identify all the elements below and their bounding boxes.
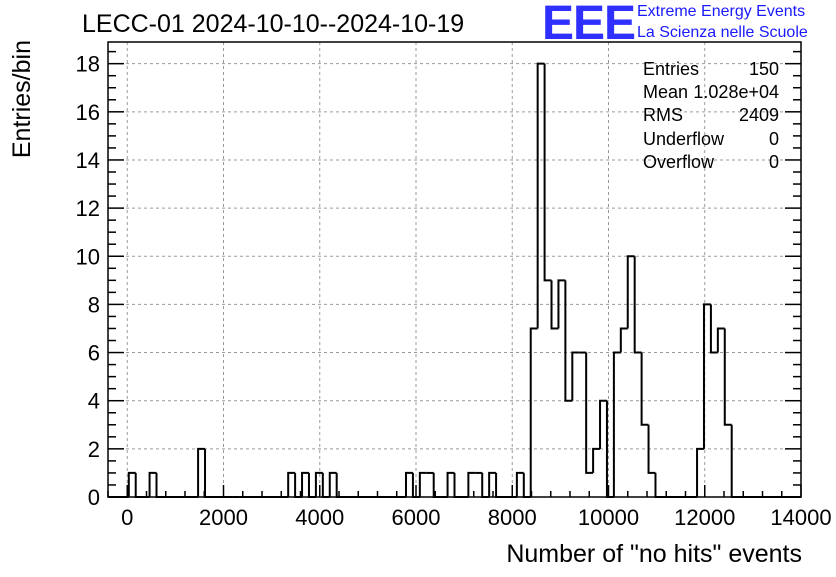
- x-axis-ticks: 0 2000 4000 6000 8000 10000 12000 14000: [107, 485, 832, 530]
- histogram-bin: [730, 424, 739, 498]
- histogram-bin: [453, 472, 462, 498]
- histogram-bin: [515, 471, 524, 497]
- x-tick-label: 2000: [199, 505, 248, 530]
- histogram-bin: [529, 327, 538, 497]
- histogram-bin: [404, 471, 413, 497]
- logo-text-line1: Extreme Energy Events: [637, 3, 806, 20]
- stat-value-rms: 2409: [738, 105, 779, 125]
- histogram-bin: [328, 471, 337, 497]
- x-tick-label: 8000: [488, 505, 537, 530]
- histogram-bin: [702, 303, 711, 449]
- histogram-bin: [446, 471, 455, 497]
- y-axis-ticks: 0 2 4 6 8 10 12 14 16 18: [76, 50, 801, 510]
- histogram-bin: [557, 279, 566, 329]
- histogram-bin: [696, 447, 704, 497]
- histogram-bin: [467, 471, 476, 497]
- histogram-bin: [599, 399, 607, 449]
- histogram-bin: [134, 472, 143, 498]
- y-tick-label: 8: [88, 292, 100, 317]
- histogram-bin: [522, 472, 531, 498]
- histogram-bin: [550, 280, 559, 330]
- histogram-bin: [654, 472, 663, 498]
- y-tick-label: 18: [76, 52, 100, 77]
- y-axis-label: Entries/bin: [8, 40, 36, 158]
- histogram-bins: [108, 62, 801, 498]
- x-tick-label: 6000: [392, 505, 441, 530]
- histogram-bin: [585, 352, 594, 474]
- histogram-bin: [619, 327, 628, 353]
- histogram-bin: [543, 63, 552, 282]
- x-tick-label: 4000: [295, 505, 344, 530]
- histogram-bin: [612, 351, 621, 497]
- x-tick-label: 14000: [770, 505, 831, 530]
- x-axis-label: Number of "no hits" events: [506, 540, 802, 568]
- histogram-bin: [571, 351, 580, 401]
- histogram-bin: [314, 471, 323, 497]
- histogram-bin: [633, 256, 642, 354]
- chart-title: LECC-01 2024-10-10--2024-10-19: [82, 10, 465, 38]
- stat-label-entries: Entries: [643, 59, 700, 79]
- histogram-bin: [127, 471, 136, 497]
- x-tick-label: 12000: [674, 505, 735, 530]
- y-tick-label: 16: [76, 100, 100, 125]
- histogram-bin: [287, 471, 296, 497]
- stat-label-rms: RMS: [643, 105, 683, 125]
- histogram-bin: [723, 328, 732, 426]
- y-tick-label: 2: [88, 437, 100, 462]
- histogram-bin: [335, 472, 344, 498]
- histogram-bin: [709, 304, 718, 354]
- y-tick-label: 0: [88, 485, 100, 510]
- x-tick-label: 0: [121, 505, 133, 530]
- logo-text-line2: La Scienza nelle Scuole: [637, 24, 808, 41]
- histogram-bin: [592, 447, 601, 473]
- histogram-bin: [321, 472, 330, 498]
- stat-value-entries: 150: [748, 59, 779, 79]
- histogram-bin: [307, 472, 316, 498]
- stat-value-overflow: 0: [768, 152, 779, 172]
- histogram-bin: [148, 471, 157, 497]
- stat-label-overflow: Overflow: [643, 152, 715, 172]
- y-tick-label: 4: [88, 389, 100, 414]
- histogram-bin: [626, 255, 635, 329]
- y-tick-label: 14: [76, 148, 100, 173]
- stat-label-underflow: Underflow: [643, 129, 725, 149]
- histogram-bin: [495, 472, 504, 498]
- histogram-bin: [155, 472, 164, 498]
- histogram-bin: [647, 424, 656, 474]
- histogram-bin: [418, 471, 427, 497]
- eee-logo: EEE: [542, 0, 636, 50]
- histogram-bin: [536, 62, 545, 329]
- histogram-bin: [481, 472, 490, 498]
- y-tick-label: 10: [76, 244, 100, 269]
- histogram-bin: [301, 471, 309, 497]
- histogram-bin: [564, 280, 573, 402]
- plot-frame: [107, 41, 802, 498]
- histogram-bin: [716, 327, 725, 353]
- stat-value-mean: 1.028e+04: [693, 82, 779, 102]
- stat-label-mean: Mean: [643, 82, 689, 102]
- x-tick-label: 10000: [578, 505, 639, 530]
- stat-value-underflow: 0: [768, 129, 779, 149]
- histogram-bin: [488, 471, 497, 497]
- histogram-bin: [640, 352, 649, 426]
- histogram-bin: [197, 447, 206, 497]
- y-tick-label: 12: [76, 196, 100, 221]
- grid-lines: [108, 42, 802, 497]
- histogram-bin: [204, 448, 212, 498]
- y-tick-label: 6: [88, 341, 100, 366]
